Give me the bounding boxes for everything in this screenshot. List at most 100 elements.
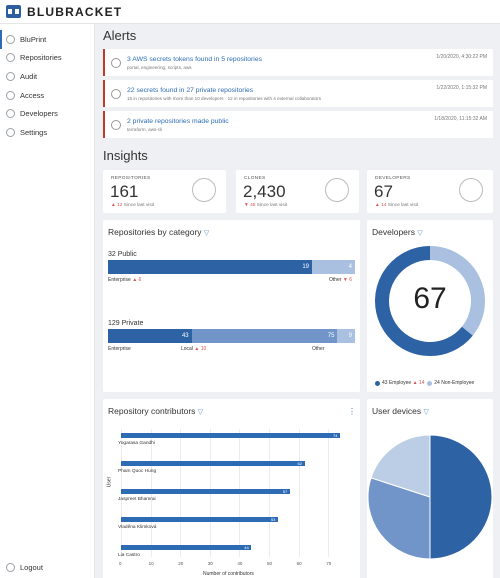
x-tick-label: 20 <box>178 561 184 566</box>
insights-heading: Insights <box>103 148 148 163</box>
segment-label: Other <box>312 346 325 352</box>
public-category-bar[interactable]: 19 4 <box>108 260 355 274</box>
alert-sub: portal, engineering, scripts, aws <box>127 64 192 70</box>
contributor-name: Jaspreet Bhamrai <box>118 497 156 502</box>
chevron-down-icon: ▽ <box>417 230 423 237</box>
contributor-value: 62 <box>296 461 303 466</box>
card-title[interactable]: Repository contributors ▽ <box>108 406 204 416</box>
alert-sub: 15 in repositories with more than 10 dev… <box>127 95 322 101</box>
card-title[interactable]: Repositories by category ▽ <box>108 227 210 237</box>
clone-icon <box>325 178 349 202</box>
top-bar: BLUBRACKET <box>0 0 500 24</box>
x-tick-label: 40 <box>237 561 243 566</box>
x-tick-label: 30 <box>207 561 213 566</box>
non-employee-arc[interactable] <box>429 246 485 336</box>
contributor-value: 53 <box>269 517 277 522</box>
alerts-heading: Alerts <box>103 28 137 43</box>
user-devices-pie-chart[interactable] <box>367 419 493 578</box>
employee-dot <box>375 380 380 386</box>
alert-title[interactable]: 22 secrets found in 27 private repositor… <box>127 86 254 94</box>
alert-icon <box>111 119 121 130</box>
sidebar-item-label: Access <box>20 90 45 100</box>
sidebar-item-bluprint[interactable]: BluPrint <box>0 30 94 49</box>
contributor-bar[interactable] <box>121 433 341 438</box>
developers-total: 67 <box>413 282 447 315</box>
alert-title[interactable]: 3 AWS secrets tokens found in 5 reposito… <box>127 55 262 63</box>
employee-arc[interactable] <box>375 246 473 356</box>
device-slice[interactable] <box>370 434 431 498</box>
repository-icon <box>192 178 216 202</box>
alert-time: 1/22/2020, 1:15:32 PM <box>436 85 487 91</box>
user-icon <box>459 178 483 202</box>
logo-icon[interactable] <box>6 5 21 18</box>
alert-item[interactable]: 3 AWS secrets tokens found in 5 reposito… <box>103 49 493 76</box>
contributor-bar[interactable] <box>121 489 290 494</box>
developers-card: Developers ▽ 67 43 Employee ▲ 14 24 Non-… <box>367 220 493 392</box>
card-title[interactable]: Developers ▽ <box>372 227 423 237</box>
group-label-public: 32 Public <box>108 251 137 258</box>
contributor-value: 74 <box>332 433 339 438</box>
contributor-bar[interactable] <box>121 517 278 522</box>
sidebar-item-audit[interactable]: Audit <box>0 67 94 86</box>
repositories-icon <box>6 53 15 63</box>
stat-value: 2,430 <box>243 182 286 201</box>
stat-value: 67 <box>374 182 393 201</box>
sidebar-item-repositories[interactable]: Repositories <box>0 49 94 68</box>
sidebar-item-settings[interactable]: Settings <box>0 123 94 142</box>
card-title[interactable]: User devices ▽ <box>372 406 429 416</box>
contributor-bar[interactable] <box>121 545 252 550</box>
alert-time: 1/20/2020, 4:30:22 PM <box>436 54 487 60</box>
category-segment[interactable]: 43 <box>108 329 192 343</box>
chevron-down-icon: ▽ <box>423 409 429 416</box>
logo-text[interactable]: BLUBRACKET <box>27 4 123 19</box>
stat-card-developers[interactable]: DEVELOPERS 67 ▲ 14 Since last visit <box>367 170 493 213</box>
sidebar-item-label: Repositories <box>20 53 62 63</box>
category-segment[interactable]: 19 <box>108 260 313 274</box>
category-segment[interactable]: 9 <box>337 329 355 343</box>
contributor-bar[interactable] <box>121 461 305 466</box>
private-category-bar[interactable]: 43 75 9 <box>108 329 355 343</box>
bluprint-icon <box>6 34 15 44</box>
alert-item[interactable]: 2 private repositories made public terraf… <box>103 111 493 138</box>
developers-icon <box>6 109 15 119</box>
contributor-value: 57 <box>281 489 289 494</box>
stat-card-clones[interactable]: CLONES 2,430 ▼ 45 Since last visit <box>236 170 359 213</box>
contributor-name: Vladěna Klimková <box>118 525 157 530</box>
contributor-name: Lia Castro <box>118 553 140 558</box>
alert-title[interactable]: 2 private repositories made public <box>127 117 229 125</box>
category-segment[interactable]: 4 <box>312 260 355 274</box>
stat-delta: ▲ 14 Since last visit <box>375 203 419 208</box>
stat-value: 161 <box>110 182 139 201</box>
sidebar-item-label: Audit <box>20 71 38 81</box>
logout-label: Logout <box>20 563 43 572</box>
access-icon <box>6 90 15 100</box>
alert-time: 1/18/2020, 11:15:32 AM <box>434 116 487 122</box>
sidebar-item-label: BluPrint <box>20 34 47 44</box>
alert-sub: terraform, aws-cli <box>127 126 163 132</box>
x-tick-label: 10 <box>148 561 154 566</box>
contributors-plot[interactable]: 0 10 20 30 40 50 60 70 74 Yogarasa Gandhi 62 Pham Q… <box>115 429 350 566</box>
x-tick-label: 0 <box>119 561 122 566</box>
stat-label: DEVELOPERS <box>375 176 411 181</box>
x-tick-label: 70 <box>326 561 332 566</box>
audit-icon <box>6 71 15 81</box>
stat-card-repositories[interactable]: REPOSITORIES 161 ▲ 12 Since last visit <box>103 170 226 213</box>
sidebar-item-label: Settings <box>20 127 48 137</box>
user-devices-card: User devices ▽ <box>367 399 493 578</box>
x-axis-label: Number of contributors <box>203 571 254 577</box>
segment-label: Local ▲ 10 <box>181 346 207 352</box>
logout-button[interactable]: Logout <box>6 563 43 572</box>
more-options-icon[interactable]: ⋮ <box>348 407 356 416</box>
segment-label: Enterprise <box>108 346 131 352</box>
category-segment[interactable]: 75 <box>191 329 338 343</box>
repository-contributors-card: Repository contributors ▽ ⋮ User 0 10 20 30… <box>103 399 360 578</box>
alert-item[interactable]: 22 secrets found in 27 private repositor… <box>103 80 493 107</box>
developers-donut-chart[interactable] <box>373 244 487 358</box>
x-tick-label: 50 <box>267 561 273 566</box>
alert-icon <box>111 57 121 68</box>
device-slice[interactable] <box>429 434 493 560</box>
stat-label: CLONES <box>244 176 266 181</box>
sidebar-item-access[interactable]: Access <box>0 86 94 105</box>
sidebar-item-developers[interactable]: Developers <box>0 104 94 123</box>
device-slice[interactable] <box>367 477 431 560</box>
